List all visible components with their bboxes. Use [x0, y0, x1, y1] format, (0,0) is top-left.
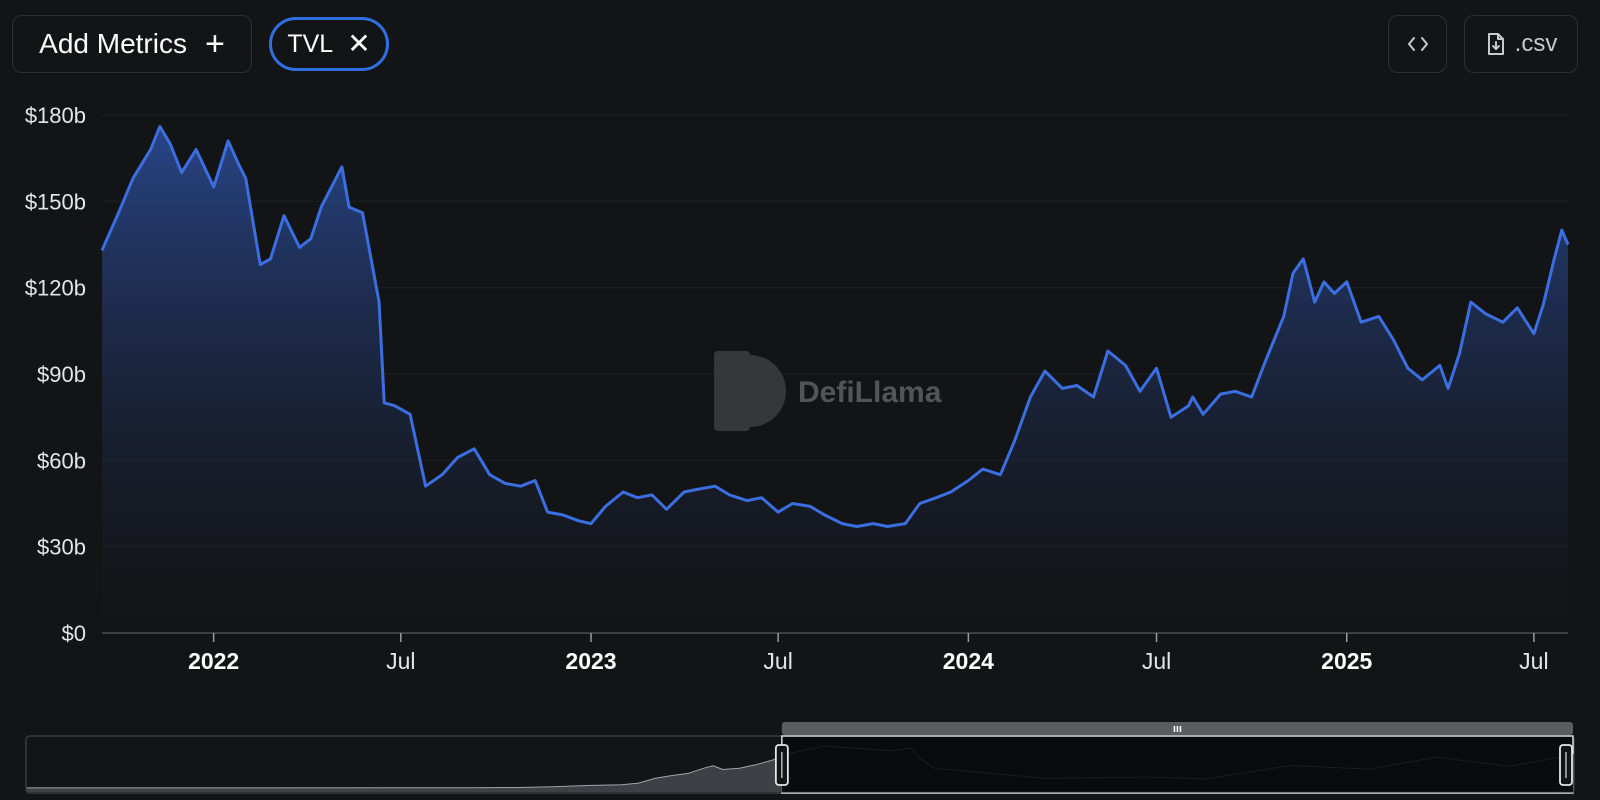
- file-download-icon: [1487, 33, 1504, 55]
- x-axis: 2022 Jul 2023 Jul 2024 Jul 2025 Jul: [188, 633, 1549, 674]
- grip-dot: [1179, 726, 1182, 732]
- download-csv-button[interactable]: .csv: [1464, 15, 1578, 73]
- embed-code-button[interactable]: [1388, 15, 1447, 73]
- x-tick-label: 2025: [1321, 648, 1372, 674]
- tvl-chip-label: TVL: [287, 29, 334, 58]
- tvl-line[interactable]: [100, 125, 1570, 528]
- y-tick-label: $0: [62, 621, 86, 646]
- tvl-metric-chip[interactable]: TVL ✕: [269, 17, 389, 71]
- close-icon[interactable]: ✕: [347, 28, 371, 59]
- date-range-brush[interactable]: [25, 722, 1575, 794]
- plus-icon: +: [204, 25, 225, 63]
- grip-icon: [1173, 726, 1182, 732]
- x-tick-label: Jul: [1142, 648, 1171, 674]
- y-axis: $0 $30b $60b $90b $120b $150b $180b: [25, 103, 86, 646]
- watermark-text: DefiLlama: [798, 376, 942, 409]
- y-tick-label: $150b: [25, 189, 86, 214]
- defillama-watermark: DefiLlama: [714, 351, 942, 431]
- y-tick-label: $180b: [25, 103, 86, 128]
- brush-overview-unselected-line: [27, 754, 783, 789]
- x-tick-label: Jul: [763, 648, 792, 674]
- x-tick-label: Jul: [1519, 648, 1548, 674]
- csv-label: .csv: [1514, 30, 1558, 57]
- x-tick-label: 2024: [943, 648, 994, 674]
- x-tick-label: Jul: [386, 648, 415, 674]
- y-tick-label: $120b: [25, 276, 86, 301]
- y-tick-label: $30b: [37, 535, 86, 560]
- x-tick-label: 2022: [188, 648, 239, 674]
- grip-dot: [1176, 726, 1179, 732]
- llama-logo-backplate: [714, 351, 750, 431]
- y-tick-label: $90b: [37, 362, 86, 387]
- brush-handle-right[interactable]: [1559, 744, 1573, 786]
- code-icon: [1407, 37, 1428, 51]
- add-metrics-button[interactable]: Add Metrics +: [12, 15, 252, 73]
- grip-dot: [1173, 726, 1176, 732]
- brush-handle-left[interactable]: [774, 744, 789, 786]
- x-tick-label: 2023: [565, 648, 616, 674]
- y-tick-label: $60b: [37, 448, 86, 473]
- add-metrics-label: Add Metrics: [39, 28, 187, 59]
- tvl-area-fill: [102, 126, 1568, 633]
- brush-overview-selected: [781, 745, 1574, 793]
